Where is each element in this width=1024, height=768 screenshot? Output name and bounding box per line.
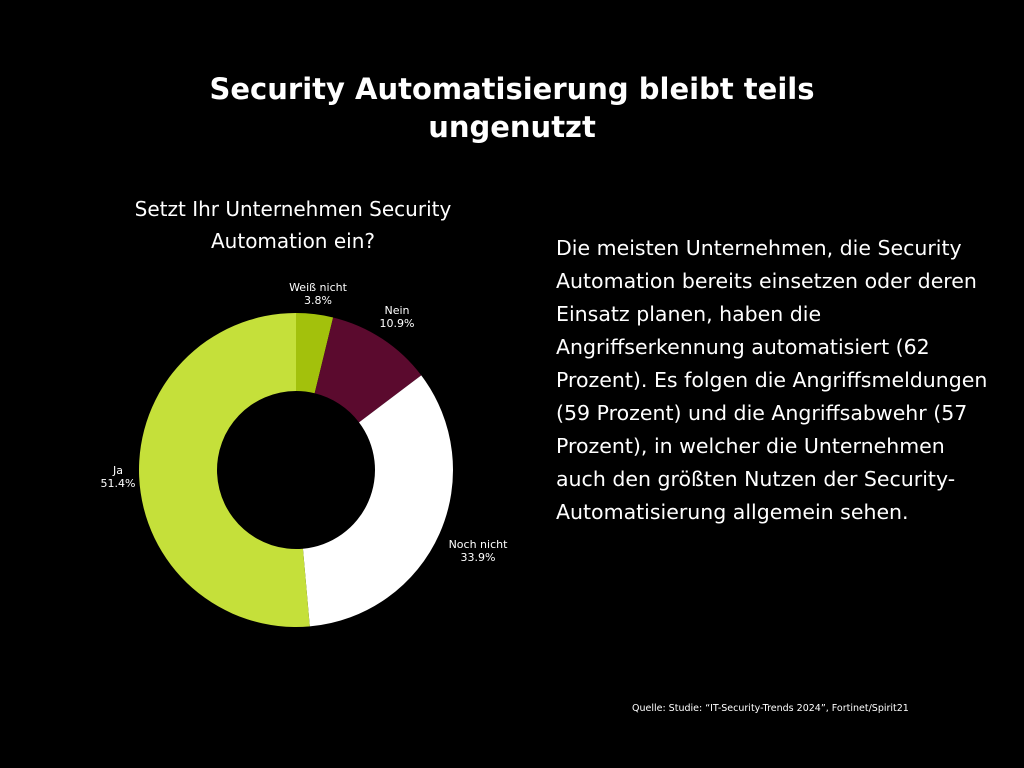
slice-nein <box>314 317 422 423</box>
slice-value-label: 10.9% <box>380 317 415 330</box>
slice-noch-nicht <box>302 375 454 627</box>
slice-value-label: 3.8% <box>304 294 332 307</box>
description-text: Die meisten Unternehmen, die Security Au… <box>556 236 988 524</box>
slice-value-label: 51.4% <box>101 477 136 490</box>
slice-label: Weiß nicht <box>289 281 348 294</box>
source-note: Quelle: Studie: “IT-Security-Trends 2024… <box>632 703 909 714</box>
slice-label: Nein <box>384 304 409 317</box>
slice-label: Noch nicht <box>449 538 509 551</box>
slice-ja <box>139 313 310 627</box>
slice-value-label: 33.9% <box>461 551 496 564</box>
donut-slices <box>139 313 454 627</box>
slice-weiß-nicht <box>296 313 334 394</box>
page-title: Security Automatisierung bleibt teils un… <box>209 72 815 144</box>
slice-label: Ja <box>112 464 123 477</box>
chart-title: Setzt Ihr Unternehmen Security Automatio… <box>134 197 452 253</box>
